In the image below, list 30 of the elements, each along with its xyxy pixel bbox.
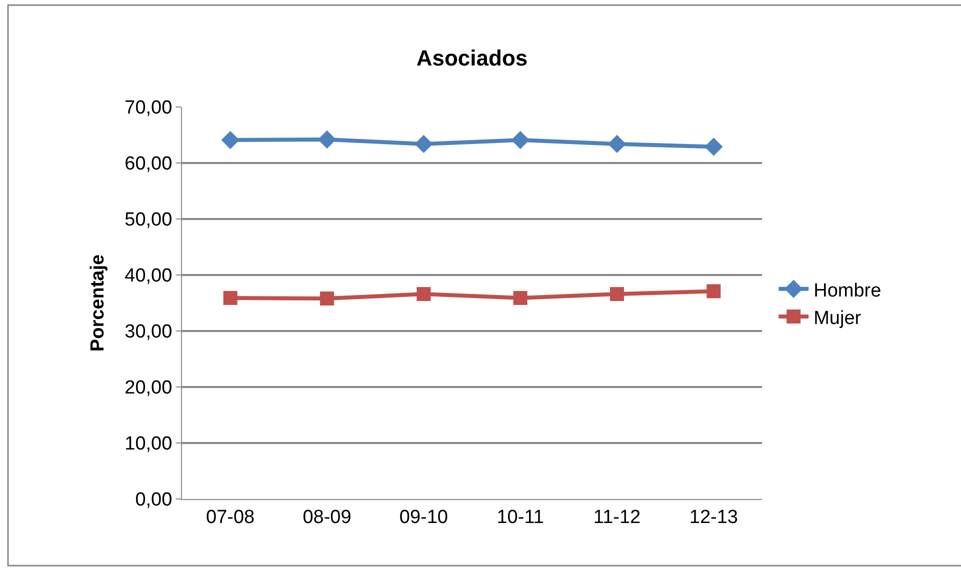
x-tick-label: 07-08: [206, 506, 255, 528]
y-tick-label: 60,00: [124, 154, 172, 175]
y-tick-label: 0,00: [135, 490, 172, 511]
y-tick-label: 50,00: [124, 210, 172, 231]
point: [513, 290, 528, 305]
point: [511, 130, 530, 150]
point: [706, 284, 721, 298]
x-tick-label: 10-11: [496, 506, 544, 528]
legend-label: Hombre: [814, 280, 882, 302]
chart-title: Asociados: [416, 45, 528, 70]
x-tick-label: 09-10: [399, 506, 448, 528]
y-tick-label: 30,00: [124, 322, 172, 343]
y-axis-title: Porcentaje: [88, 254, 109, 352]
y-tick-label: 70,00: [124, 98, 172, 119]
point: [608, 134, 626, 154]
point: [704, 138, 723, 156]
x-tick-label: 11-12: [593, 506, 641, 528]
y-tick-label: 40,00: [124, 266, 172, 287]
legend-label: Mujer: [814, 308, 862, 329]
point: [414, 134, 433, 154]
y-tick-label: 20,00: [124, 378, 172, 399]
x-tick-label: 12-13: [689, 506, 738, 528]
y-tick-label: 10,00: [124, 434, 172, 455]
point: [320, 292, 334, 306]
point: [416, 287, 431, 302]
point: [318, 130, 336, 149]
point: [223, 290, 238, 305]
point: [221, 130, 240, 150]
point: [610, 287, 624, 302]
x-tick-label: 08-09: [302, 506, 352, 528]
